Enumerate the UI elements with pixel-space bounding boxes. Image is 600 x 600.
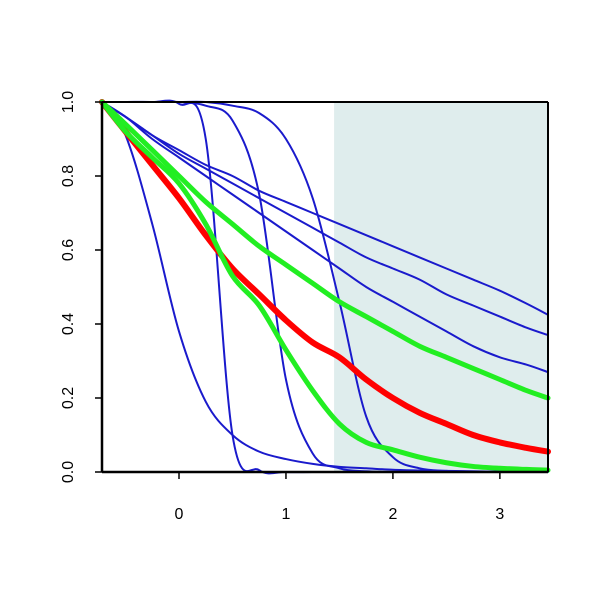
y-tick-label: 0.2 xyxy=(60,387,77,409)
series-line-5 xyxy=(101,101,549,316)
y-tick-label: 0.0 xyxy=(60,461,77,483)
series-line-10 xyxy=(99,99,551,473)
tick-layer: 0 1 2 3 0.0 0.2 0.4 0.6 0.8 1.0 xyxy=(60,91,504,523)
x-tick-label: 0 xyxy=(175,506,184,523)
axes-layer xyxy=(100,101,549,474)
shaded-region xyxy=(334,102,548,472)
x-tick-label: 3 xyxy=(495,506,504,523)
series-line-6 xyxy=(101,101,549,337)
series-line-7 xyxy=(101,101,549,374)
series-line-8 xyxy=(99,99,551,455)
x-tick-label: 2 xyxy=(388,506,397,523)
y-tick-label: 1.0 xyxy=(60,91,77,113)
series-line-9 xyxy=(99,99,551,401)
x-tick-label: 1 xyxy=(282,506,291,523)
y-tick-label: 0.6 xyxy=(60,239,77,261)
shaded-region-layer xyxy=(334,102,548,472)
y-tick-label: 0.8 xyxy=(60,165,77,187)
y-tick-label: 0.4 xyxy=(60,313,77,335)
